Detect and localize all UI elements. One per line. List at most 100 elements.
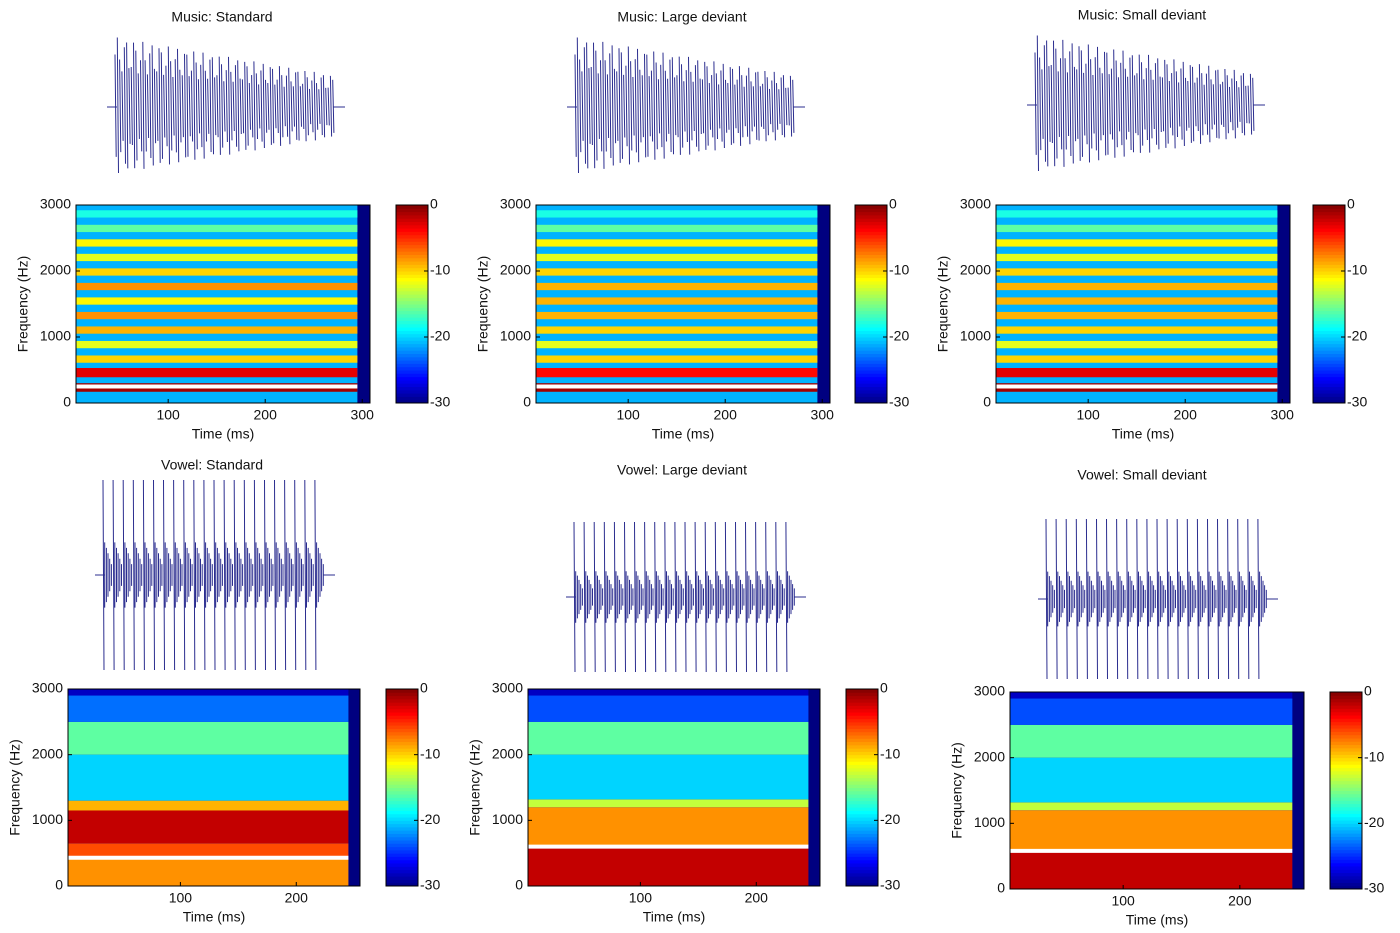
colorbar-cell: [386, 721, 418, 726]
colorbar-cell: [386, 698, 418, 703]
colorbar-cell: [396, 211, 428, 216]
colorbar-cell: [855, 366, 887, 371]
colorbar-tick-label: -30: [420, 877, 440, 893]
colorbar-tick-label: -20: [889, 328, 909, 344]
spectral-band: [76, 239, 358, 247]
spectral-band: [536, 268, 818, 276]
colorbar-cell: [396, 241, 428, 246]
spectral-band: [528, 799, 809, 808]
colorbar-cell: [846, 846, 878, 851]
y-tick-label: 0: [997, 880, 1005, 896]
y-tick-label: 3000: [974, 683, 1005, 699]
colorbar-cell: [386, 879, 418, 884]
spectral-band: [76, 326, 358, 334]
colorbar-cell: [396, 257, 428, 262]
colorbar-cell: [396, 234, 428, 239]
colorbar-cell: [396, 343, 428, 348]
colorbar-cell: [1313, 221, 1345, 226]
spectral-band: [68, 858, 349, 886]
panel-title: Vowel: Standard: [161, 457, 263, 473]
spectral-band: [536, 210, 818, 218]
colorbar-tick-label: -20: [1347, 328, 1367, 344]
colorbar-cell: [855, 383, 887, 387]
colorbar-cell: [846, 836, 878, 841]
x-tick-label: 200: [745, 890, 769, 906]
spectral-band: [536, 326, 818, 334]
colorbar-cell: [386, 711, 418, 716]
spectral-band: [68, 695, 349, 722]
colorbar-cell: [1313, 234, 1345, 239]
colorbar-tick-label: -20: [430, 328, 450, 344]
colorbar-cell: [396, 330, 428, 335]
colorbar-cell: [1313, 231, 1345, 236]
colorbar-cell: [1330, 757, 1362, 762]
colorbar-cell: [396, 300, 428, 305]
colorbar-cell: [846, 807, 878, 811]
colorbar-cell: [396, 399, 428, 404]
colorbar-cell: [1313, 379, 1345, 384]
y-tick-label: 1000: [974, 814, 1005, 830]
colorbar-cell: [386, 708, 418, 713]
colorbar-cell: [1313, 287, 1345, 292]
spectral-band: [76, 355, 358, 363]
colorbar-cell: [855, 350, 887, 354]
colorbar-cell: [846, 810, 878, 815]
colorbar-cell: [846, 754, 878, 759]
spectral-band: [528, 721, 809, 755]
colorbar-cell: [855, 241, 887, 246]
colorbar-cell: [386, 866, 418, 871]
colorbar-cell: [855, 234, 887, 239]
colorbar-cell: [855, 399, 887, 404]
colorbar-cell: [396, 228, 428, 232]
colorbar-cell: [855, 313, 887, 318]
spectral-band: [76, 297, 358, 305]
spectral-band: [996, 282, 1278, 291]
colorbar-cell: [855, 257, 887, 262]
colorbar-cell: [1313, 267, 1345, 272]
colorbar-cell: [846, 774, 878, 779]
colorbar-cell: [386, 705, 418, 710]
colorbar-cell: [1313, 376, 1345, 381]
colorbar-cell: [396, 360, 428, 364]
colorbar-cell: [855, 343, 887, 348]
colorbar-cell: [855, 327, 887, 331]
colorbar-cell: [855, 330, 887, 335]
colorbar-cell: [855, 271, 887, 275]
colorbar-cell: [855, 277, 887, 282]
colorbar-cell: [386, 836, 418, 841]
colorbar-tick-label: -10: [430, 262, 450, 278]
spectral-band: [1010, 852, 1293, 889]
colorbar-cell: [855, 247, 887, 252]
y-tick-label: 1000: [32, 811, 63, 827]
colorbar-cell: [846, 741, 878, 746]
colorbar-cell: [396, 238, 428, 242]
colorbar-cell: [855, 379, 887, 384]
waveform: [107, 37, 345, 173]
colorbar-cell: [396, 373, 428, 378]
colorbar-cell: [846, 780, 878, 785]
colorbar-cell: [846, 833, 878, 838]
colorbar-cell: [846, 830, 878, 834]
colorbar-cell: [1330, 711, 1362, 716]
colorbar-cell: [855, 310, 887, 315]
spectral-band: [68, 810, 349, 844]
y-tick-label: 1000: [500, 328, 531, 344]
colorbar-cell: [846, 797, 878, 802]
colorbar-cell: [1313, 254, 1345, 259]
colorbar-cell: [396, 363, 428, 368]
colorbar-cell: [386, 800, 418, 805]
colorbar-cell: [1330, 849, 1362, 854]
y-axis-label: Frequency (Hz): [467, 739, 483, 835]
colorbar-cell: [386, 813, 418, 818]
colorbar-cell: [846, 859, 878, 864]
colorbar-cell: [1330, 718, 1362, 723]
spectral-band: [1010, 698, 1293, 725]
colorbar-cell: [1330, 783, 1362, 788]
colorbar-cell: [855, 300, 887, 305]
colorbar-cell: [396, 221, 428, 226]
x-tick-label: 200: [254, 407, 278, 423]
x-tick-label: 200: [1228, 893, 1252, 909]
colorbar-cell: [386, 830, 418, 834]
colorbar-cell: [1330, 869, 1362, 874]
spectral-band: [76, 282, 358, 291]
